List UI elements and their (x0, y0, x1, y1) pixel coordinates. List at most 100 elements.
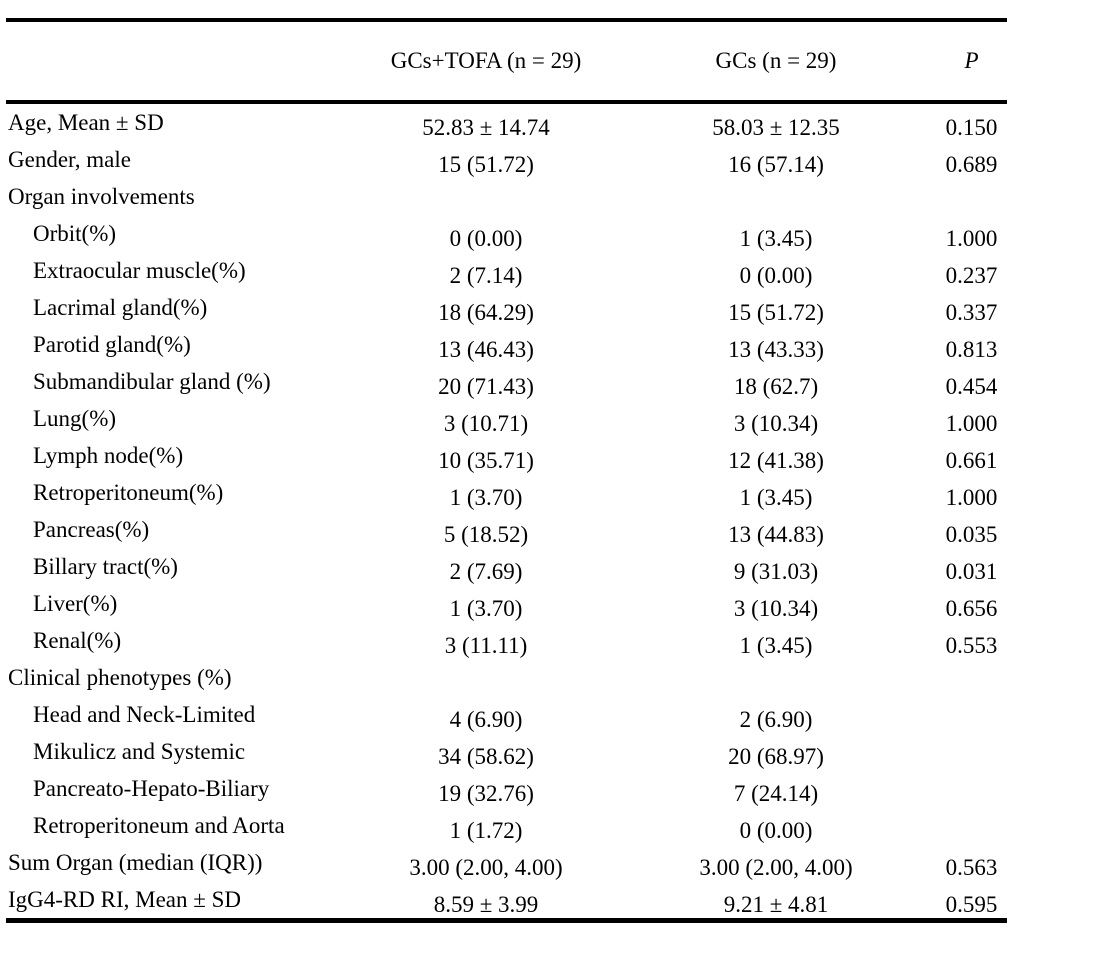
cell-gcs-tofa: 52.83 ± 14.74 (422, 114, 550, 140)
table-row: Sum Organ (median (IQR)) 3.00 (2.00, 4.00… (6, 844, 1007, 881)
cell-gcs-tofa: 5 (18.52) (443, 521, 529, 547)
cell-gcs-tofa: 19 (32.76) (438, 780, 534, 806)
cell-gcs-tofa: 34 (58.62) (438, 743, 534, 769)
cell-gcs: 13 (43.33) (728, 336, 824, 362)
cell-p-value: 0.454 (945, 373, 998, 399)
row-label: Mikulicz and Systemic (33, 738, 246, 764)
cell-gcs-tofa: 15 (51.72) (438, 151, 534, 177)
cell-p-value: 1.000 (945, 225, 998, 251)
cell-p-value (936, 664, 1007, 701)
cell-p-value: 0.035 (945, 521, 998, 547)
cell-gcs-tofa: 13 (46.43) (438, 336, 534, 362)
cell-gcs-tofa: 3.00 (2.00, 4.00) (409, 854, 563, 880)
cell-gcs-tofa: 2 (7.14) (449, 262, 523, 288)
cell-p-value: 1.000 (945, 484, 998, 510)
cell-p-value: 0.656 (945, 595, 998, 621)
table-row: Extraocular muscle(%) 2 (7.14) 0 (0.00) 0.2… (6, 252, 1007, 289)
table-row: Submandibular gland (%) 20 (71.43) 18 (62.… (6, 363, 1007, 400)
comparison-table: GCs+TOFA (n = 29) GCs (n = 29) P Age, Me… (6, 18, 1007, 923)
cell-gcs: 18 (62.7) (733, 373, 819, 399)
section-row: Organ involvements (6, 178, 1007, 215)
table-row: IgG4-RD RI, Mean ± SD 8.59 ± 3.99 9.21 ± 4… (6, 881, 1007, 921)
row-label: Liver(%) (33, 590, 118, 616)
row-label: Gender, male (8, 146, 131, 172)
row-label: Age, Mean ± SD (8, 109, 164, 135)
table-row: Lymph node(%) 10 (35.71) 12 (41.38) 0.661 (6, 437, 1007, 474)
row-label: Billary tract(%) (33, 553, 178, 579)
cell-gcs: 13 (44.83) (728, 521, 824, 547)
row-label: IgG4-RD RI, Mean ± SD (8, 886, 242, 912)
cell-gcs (616, 664, 936, 701)
row-label: Lacrimal gland(%) (33, 294, 208, 320)
cell-p-value: 0.150 (945, 114, 998, 140)
cell-gcs: 9 (31.03) (733, 558, 819, 584)
header-label-col (6, 20, 356, 104)
row-label: Head and Neck-Limited (33, 701, 256, 727)
cell-gcs-tofa: 20 (71.43) (438, 373, 534, 399)
cell-gcs-tofa: 0 (0.00) (449, 225, 523, 251)
cell-gcs-tofa: 3 (11.11) (444, 632, 528, 658)
table-row: Head and Neck-Limited 4 (6.90) 2 (6.90) (6, 696, 1007, 733)
cell-gcs: 1 (3.45) (739, 484, 813, 510)
cell-gcs (616, 183, 936, 220)
table-row: Lung(%) 3 (10.71) 3 (10.34) 1.000 (6, 400, 1007, 437)
row-label: Clinical phenotypes (%) (8, 664, 232, 690)
cell-p-value: 0.553 (945, 632, 998, 658)
cell-gcs-tofa (356, 183, 616, 220)
cell-gcs: 58.03 ± 12.35 (712, 114, 840, 140)
row-label: Lymph node(%) (33, 442, 184, 468)
table-row: Age, Mean ± SD 52.83 ± 14.74 58.03 ± 12.35… (6, 102, 1007, 141)
cell-gcs: 15 (51.72) (728, 299, 824, 325)
cell-p-value: 0.689 (945, 151, 998, 177)
table-row: Billary tract(%) 2 (7.69) 9 (31.03) 0.031 (6, 548, 1007, 585)
cell-gcs: 9.21 ± 4.81 (723, 891, 829, 917)
cell-p-value: 0.237 (945, 262, 998, 288)
table-body: Age, Mean ± SD 52.83 ± 14.74 58.03 ± 12.35… (6, 102, 1007, 921)
cell-p-value (936, 738, 1007, 775)
cell-gcs: 0 (0.00) (739, 262, 813, 288)
cell-gcs-tofa: 1 (3.70) (449, 595, 523, 621)
cell-p-value (936, 701, 1007, 738)
row-label: Organ involvements (8, 183, 195, 209)
row-label: Renal(%) (33, 627, 122, 653)
table-row: Liver(%) 1 (3.70) 3 (10.34) 0.656 (6, 585, 1007, 622)
row-label: Extraocular muscle(%) (33, 257, 246, 283)
header-group-gcs: GCs (n = 29) (616, 20, 936, 104)
cell-p-value (936, 812, 1007, 849)
table-row: Retroperitoneum and Aorta 1 (1.72) 0 (0.00… (6, 807, 1007, 844)
cell-gcs-tofa (356, 664, 616, 701)
cell-gcs: 1 (3.45) (739, 225, 813, 251)
table-row: Gender, male 15 (51.72) 16 (57.14) 0.689 (6, 141, 1007, 178)
row-label: Pancreas(%) (33, 516, 150, 542)
cell-p-value: 0.563 (945, 854, 998, 880)
cell-p-value: 1.000 (945, 410, 998, 436)
row-label: Lung(%) (33, 405, 117, 431)
header-group-gcs-tofa: GCs+TOFA (n = 29) (356, 20, 616, 104)
row-label: Retroperitoneum and Aorta (33, 812, 285, 838)
cell-gcs-tofa: 1 (1.72) (449, 817, 523, 843)
cell-p-value: 0.813 (945, 336, 998, 362)
cell-gcs: 2 (6.90) (739, 706, 813, 732)
cell-p-value: 0.661 (945, 447, 998, 473)
cell-p-value (936, 183, 1007, 220)
cell-gcs: 12 (41.38) (728, 447, 824, 473)
cell-gcs-tofa: 3 (10.71) (443, 410, 529, 436)
cell-gcs: 3 (10.34) (733, 410, 819, 436)
cell-gcs-tofa: 4 (6.90) (449, 706, 523, 732)
table-row: Retroperitoneum(%) 1 (3.70) 1 (3.45) 1.000 (6, 474, 1007, 511)
table-row: Orbit(%) 0 (0.00) 1 (3.45) 1.000 (6, 215, 1007, 252)
table-row: Pancreas(%) 5 (18.52) 13 (44.83) 0.035 (6, 511, 1007, 548)
cell-gcs: 16 (57.14) (728, 151, 824, 177)
cell-gcs-tofa: 2 (7.69) (449, 558, 523, 584)
cell-gcs: 3 (10.34) (733, 595, 819, 621)
section-row: Clinical phenotypes (%) (6, 659, 1007, 696)
cell-gcs: 0 (0.00) (739, 817, 813, 843)
table-row: Pancreato-Hepato-Biliary 19 (32.76) 7 (24.… (6, 770, 1007, 807)
row-label: Sum Organ (median (IQR)) (8, 849, 263, 875)
table-row: Renal(%) 3 (11.11) 1 (3.45) 0.553 (6, 622, 1007, 659)
row-label: Pancreato-Hepato-Biliary (33, 775, 270, 801)
cell-gcs: 3.00 (2.00, 4.00) (699, 854, 853, 880)
header-row: GCs+TOFA (n = 29) GCs (n = 29) P (6, 20, 1007, 104)
cell-gcs: 7 (24.14) (733, 780, 819, 806)
cell-gcs: 1 (3.45) (739, 632, 813, 658)
